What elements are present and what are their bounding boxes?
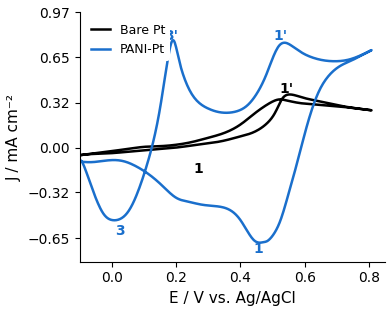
Y-axis label: J / mA cm⁻²: J / mA cm⁻²: [7, 94, 22, 181]
Text: 1': 1': [274, 29, 288, 43]
Text: 3: 3: [115, 224, 125, 238]
Text: 1: 1: [194, 162, 203, 176]
Text: 1: 1: [253, 242, 263, 256]
Text: 3': 3': [164, 29, 178, 43]
X-axis label: E / V vs. Ag/AgCl: E / V vs. Ag/AgCl: [169, 291, 296, 306]
Legend: Bare Pt, PANI-Pt: Bare Pt, PANI-Pt: [86, 19, 170, 61]
Text: 1': 1': [280, 82, 294, 96]
